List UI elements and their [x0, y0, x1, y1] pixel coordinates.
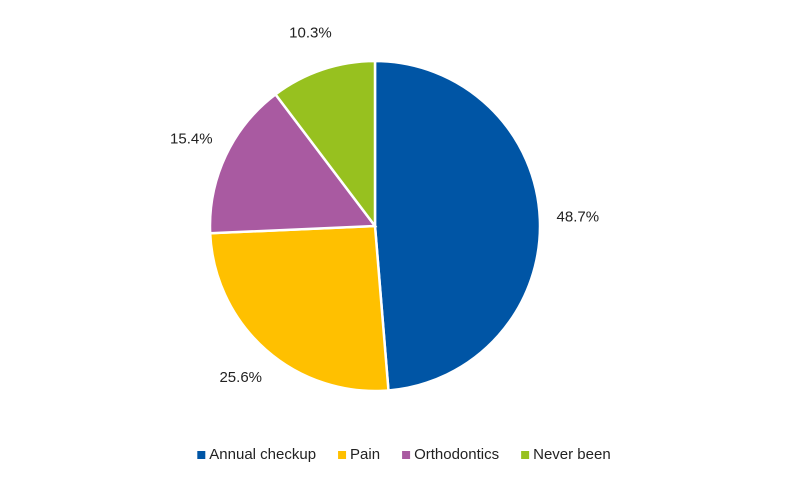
data-label: 25.6% [219, 369, 262, 386]
legend-swatch [402, 451, 411, 459]
legend-label: Annual checkup [209, 446, 316, 463]
pie-slice [273, 59, 377, 230]
data-label: 15.4% [170, 131, 213, 148]
legend-swatch [197, 451, 206, 459]
pie-slice [208, 92, 378, 235]
legend-label: Orthodontics [414, 446, 499, 463]
pie-slice [208, 224, 390, 393]
data-label: 48.7% [557, 209, 600, 226]
pie-slice [373, 59, 542, 392]
legend-swatch [338, 451, 347, 459]
legend-label: Never been [533, 446, 611, 463]
data-label: 10.3% [289, 25, 332, 42]
legend-swatch [521, 451, 530, 459]
legend-label: Pain [350, 446, 380, 463]
